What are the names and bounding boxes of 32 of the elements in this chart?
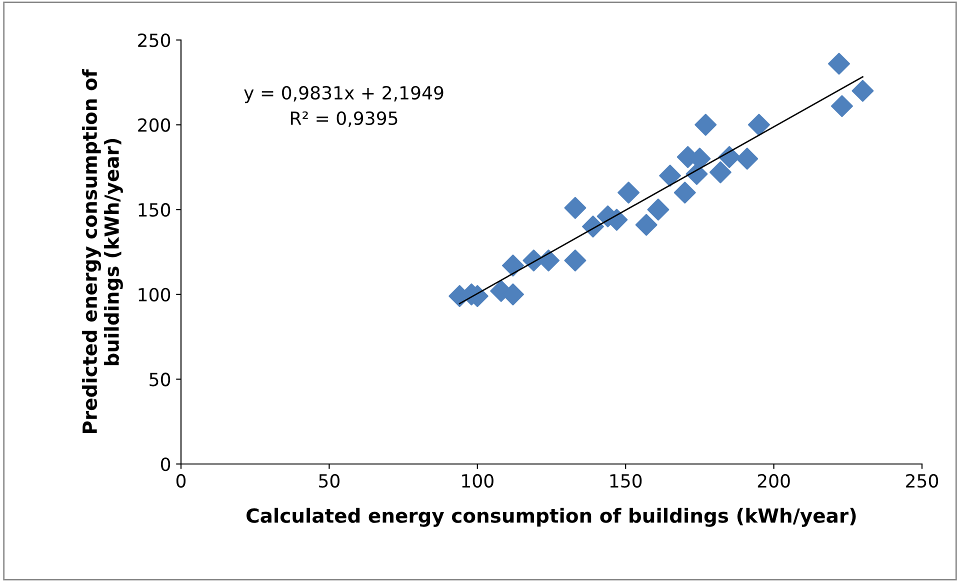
- y-tick-label: 50: [150, 372, 170, 386]
- point: [830, 95, 853, 118]
- x-tick-label: 250: [906, 474, 938, 488]
- y-tick-label: 150: [138, 203, 170, 217]
- x-tick-label: 0: [176, 474, 186, 488]
- point: [635, 214, 658, 236]
- y-tick-label: 200: [138, 118, 170, 132]
- point: [736, 148, 758, 170]
- point: [618, 182, 640, 204]
- point: [582, 216, 604, 238]
- annotation: y = 0,9831x + 2,1949: [244, 86, 444, 104]
- x-tick-label: 150: [610, 474, 642, 488]
- point: [564, 196, 586, 219]
- y-tick-label: 100: [138, 288, 170, 302]
- point: [564, 249, 586, 272]
- point: [694, 114, 717, 136]
- point: [828, 52, 850, 75]
- point: [674, 182, 696, 204]
- point: [659, 164, 682, 187]
- x-tick-label: 100: [462, 474, 494, 488]
- y-tick-label: 0: [160, 457, 170, 472]
- point: [709, 161, 732, 184]
- x-tick-label: 50: [319, 474, 340, 488]
- y-tick-label: 250: [138, 33, 170, 48]
- point: [852, 80, 874, 102]
- y-axis-title: Predicted energy consumption of buildings (kWh/year): [82, 69, 123, 433]
- point: [502, 254, 524, 277]
- point: [748, 114, 770, 136]
- point: [647, 198, 670, 221]
- x-axis-title: Calculated energy consumption of buildings (kWh/year): [246, 508, 856, 527]
- annotation: R² = 0,9395: [291, 111, 398, 127]
- x-tick-label: 200: [758, 474, 790, 488]
